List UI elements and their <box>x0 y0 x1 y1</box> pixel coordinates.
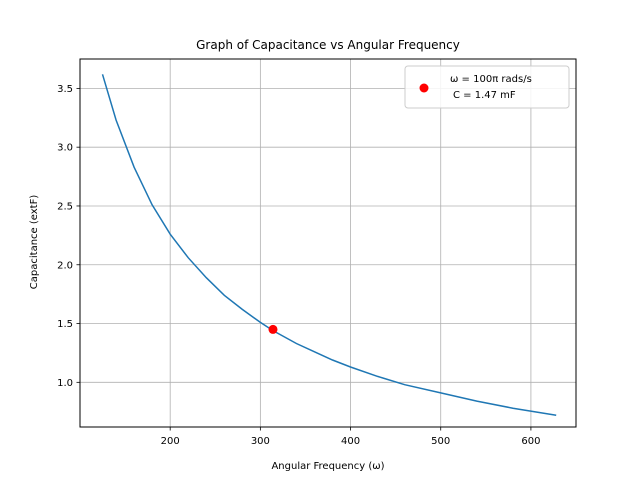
legend-line-1: ω = 100π rads/s <box>450 74 532 85</box>
legend-marker <box>419 83 429 93</box>
y-tick-label: 2.0 <box>57 260 73 271</box>
y-tick-label: 1.5 <box>57 319 73 330</box>
ticks: 200 300 400 500 600 1.0 1.5 2.0 2.5 3.0 3.5 <box>57 84 540 447</box>
highlight-point <box>268 324 278 334</box>
x-axis-label: Angular Frequency (ω) <box>271 461 384 472</box>
legend: ω = 100π rads/s C = 1.47 mF <box>404 65 570 109</box>
chart-title: Graph of Capacitance vs Angular Frequenc… <box>196 38 460 52</box>
x-tick-label: 600 <box>521 436 540 447</box>
x-tick-label: 400 <box>341 436 360 447</box>
x-tick-label: 200 <box>161 436 180 447</box>
y-tick-label: 2.5 <box>57 201 73 212</box>
series-layer <box>101 74 557 416</box>
y-axis-label: Capacitance (extF) <box>29 195 40 290</box>
x-tick-label: 500 <box>431 436 450 447</box>
x-tick-label: 300 <box>251 436 270 447</box>
legend-box <box>404 65 570 109</box>
plot-frame <box>79 58 577 428</box>
y-tick-label: 3.5 <box>57 84 73 95</box>
y-tick-label: 3.0 <box>57 143 73 154</box>
grid <box>80 59 576 427</box>
legend-line-2: C = 1.47 mF <box>453 90 516 101</box>
y-tick-label: 1.0 <box>57 378 73 389</box>
